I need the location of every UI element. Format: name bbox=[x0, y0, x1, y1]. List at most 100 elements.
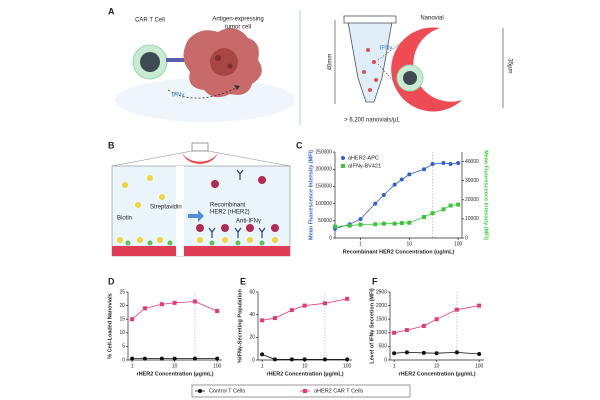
y-tick-label: 0 bbox=[384, 357, 387, 363]
y2-tick-label: 40000 bbox=[465, 159, 479, 165]
panel-label: E bbox=[240, 276, 246, 286]
label: Anti-IFNγ bbox=[236, 219, 261, 225]
label: HER2 (rHER2) bbox=[210, 210, 250, 216]
x-tick-label: 1 bbox=[359, 241, 362, 247]
panel-b-illustration bbox=[111, 142, 291, 257]
marker bbox=[302, 357, 307, 362]
label: Nanovial bbox=[420, 16, 443, 22]
y-tick-label: 200000 bbox=[315, 167, 332, 173]
x-tick-label: 100 bbox=[475, 363, 484, 369]
marker bbox=[358, 222, 363, 227]
y2-tick-label: 30000 bbox=[465, 178, 479, 184]
series-line bbox=[394, 351, 480, 355]
panel-a-illustration bbox=[115, 28, 295, 122]
y-tick-label: 50000 bbox=[318, 218, 332, 224]
marker bbox=[407, 220, 412, 225]
marker bbox=[441, 207, 446, 212]
series-line bbox=[334, 162, 459, 230]
marker bbox=[456, 202, 461, 207]
series-line bbox=[394, 305, 480, 334]
marker bbox=[404, 350, 409, 355]
y-tick-label: 5 bbox=[122, 344, 125, 350]
legend-label: aHER2-APC bbox=[348, 155, 379, 161]
x-tick-label: 1 bbox=[393, 363, 396, 369]
marker bbox=[392, 351, 397, 356]
x-axis-label: rHER2 Concentration (µg/mL) bbox=[398, 371, 475, 377]
marker bbox=[159, 302, 164, 307]
marker bbox=[347, 223, 352, 228]
y-axis-label: % Cell-Loaded Nanovials bbox=[107, 293, 113, 358]
marker bbox=[404, 328, 409, 333]
marker bbox=[289, 308, 294, 313]
label: > 6,200 nanovials/µL bbox=[344, 118, 400, 124]
x-axis-label: rHER2 Concentration (µg/mL) bbox=[136, 371, 213, 377]
marker bbox=[421, 324, 426, 328]
y-tick-label: 2500 bbox=[376, 289, 387, 295]
legend-label: Control T Cells bbox=[209, 388, 245, 394]
marker bbox=[333, 224, 337, 229]
marker bbox=[130, 356, 135, 361]
label: Streptavidin bbox=[150, 205, 182, 211]
marker bbox=[454, 307, 459, 312]
y-tick-label: 250000 bbox=[315, 149, 332, 155]
y-tick-label: 25 bbox=[119, 289, 125, 295]
y-tick-label: 0 bbox=[122, 357, 125, 363]
x-axis-label: rHER2 Concentration (µg/mL) bbox=[266, 371, 343, 377]
marker bbox=[142, 356, 147, 361]
marker bbox=[341, 164, 345, 168]
panel-label: B bbox=[108, 140, 115, 150]
marker bbox=[142, 306, 147, 311]
panel-label: D bbox=[108, 276, 115, 286]
legend-label: aHER2 CAR T Cells bbox=[314, 388, 364, 394]
label: Recombinant bbox=[210, 203, 246, 209]
x-tick-label: 10 bbox=[407, 241, 413, 247]
marker bbox=[172, 356, 177, 361]
marker bbox=[399, 177, 404, 182]
marker bbox=[272, 316, 277, 321]
panel-label: F bbox=[372, 276, 378, 286]
y-tick-label: 60 bbox=[249, 289, 255, 295]
marker bbox=[215, 356, 220, 361]
marker bbox=[345, 296, 350, 301]
marker bbox=[422, 167, 427, 172]
marker bbox=[448, 203, 453, 208]
marker bbox=[172, 300, 177, 305]
y-tick-label: 15 bbox=[119, 317, 125, 323]
marker bbox=[392, 182, 397, 187]
label: 40mm bbox=[328, 54, 334, 71]
x-tick-label: 10 bbox=[434, 363, 440, 369]
y2-axis-label: Mean Fluorescence Intensity (MFI) bbox=[483, 150, 489, 240]
marker bbox=[303, 389, 307, 393]
y-tick-label: 1000 bbox=[376, 330, 387, 336]
y-tick-label: 100000 bbox=[315, 201, 332, 207]
marker bbox=[272, 357, 277, 362]
marker bbox=[373, 201, 378, 206]
x-tick-label: 100 bbox=[454, 241, 463, 247]
y-tick-label: 150000 bbox=[315, 184, 332, 190]
y-tick-label: 40 bbox=[249, 312, 255, 318]
marker bbox=[407, 172, 412, 177]
marker bbox=[192, 299, 197, 304]
marker bbox=[358, 217, 363, 222]
marker bbox=[215, 309, 220, 314]
marker bbox=[322, 301, 327, 306]
x-tick-label: 100 bbox=[343, 363, 352, 369]
label: Antigen-expressing bbox=[212, 17, 263, 23]
y-tick-label: 20 bbox=[249, 335, 255, 341]
marker bbox=[421, 350, 426, 355]
marker bbox=[399, 221, 404, 226]
panel-label: A bbox=[108, 6, 115, 16]
marker bbox=[373, 222, 378, 227]
y-tick-label: 0 bbox=[252, 357, 255, 363]
marker bbox=[441, 161, 446, 166]
marker bbox=[430, 211, 435, 216]
panel-label: C bbox=[296, 140, 303, 150]
series-line bbox=[261, 353, 348, 360]
label: tumor cell bbox=[225, 25, 251, 31]
panel-a-tube bbox=[334, 15, 504, 112]
y-tick-label: 10 bbox=[119, 330, 125, 336]
label: CAR T Cell bbox=[135, 18, 165, 24]
label: IFNγ bbox=[172, 93, 185, 99]
y-tick-label: 1500 bbox=[376, 317, 387, 323]
x-axis-label: Recombinant HER2 Concentration (ug/mL) bbox=[343, 249, 455, 255]
